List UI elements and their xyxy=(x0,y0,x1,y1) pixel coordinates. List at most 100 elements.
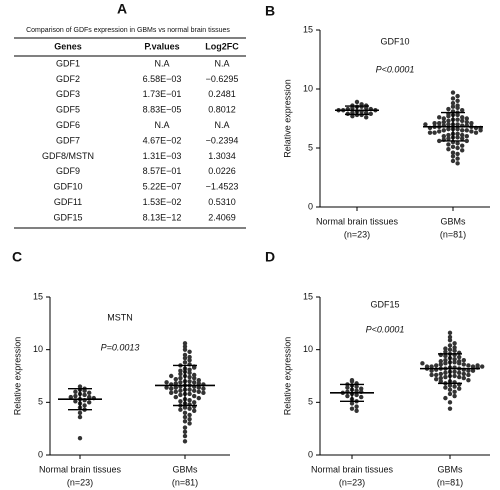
data-point xyxy=(173,394,178,400)
data-point xyxy=(446,126,451,132)
data-point xyxy=(447,343,453,348)
y-tick-label: 0 xyxy=(38,449,43,459)
data-point xyxy=(446,132,451,138)
data-point xyxy=(441,119,446,125)
data-point xyxy=(447,337,453,343)
data-point xyxy=(452,341,457,346)
table-cell: 0.0226 xyxy=(208,166,236,176)
data-point xyxy=(364,115,369,120)
data-point xyxy=(469,129,474,134)
data-point xyxy=(77,414,83,420)
data-point xyxy=(182,425,188,430)
n-label: (n=23) xyxy=(339,477,365,487)
data-point xyxy=(434,372,439,378)
data-point xyxy=(443,370,448,376)
data-point xyxy=(447,383,453,388)
data-point xyxy=(450,100,456,106)
data-point xyxy=(437,115,442,120)
data-point xyxy=(182,347,188,352)
data-point xyxy=(192,372,197,378)
data-point xyxy=(470,364,476,369)
table-cell: GDF1 xyxy=(56,58,80,68)
data-point xyxy=(182,344,188,349)
data-point xyxy=(466,378,471,383)
data-point xyxy=(441,128,446,133)
data-point xyxy=(182,355,188,361)
data-point xyxy=(187,358,192,363)
table-cell: 1.73E−01 xyxy=(143,89,182,99)
data-point xyxy=(169,373,174,379)
table-cell: 1.3034 xyxy=(208,151,236,161)
data-point xyxy=(455,112,460,118)
data-point xyxy=(187,370,192,376)
data-point xyxy=(452,393,457,399)
data-point xyxy=(192,400,197,405)
data-point xyxy=(73,389,78,394)
data-point xyxy=(73,399,78,404)
data-point xyxy=(452,389,457,394)
data-point xyxy=(457,370,462,376)
data-point xyxy=(429,372,434,378)
data-point xyxy=(178,388,183,393)
data-point xyxy=(437,121,442,126)
table-cell: GDF5 xyxy=(56,105,80,115)
y-tick-label: 15 xyxy=(303,291,313,301)
data-point xyxy=(450,154,456,159)
y-axis-label: Relative expression xyxy=(282,79,292,158)
y-tick-label: 10 xyxy=(303,344,313,354)
data-point xyxy=(469,121,474,126)
data-point xyxy=(182,414,188,420)
data-point xyxy=(447,347,453,352)
data-point xyxy=(187,406,192,411)
data-point xyxy=(82,392,87,398)
data-point xyxy=(187,416,192,422)
data-point xyxy=(192,365,197,370)
y-tick-label: 15 xyxy=(33,291,43,301)
y-tick-label: 15 xyxy=(303,24,313,34)
panel-label: C xyxy=(12,249,22,265)
data-point xyxy=(460,128,465,133)
data-point xyxy=(452,348,457,353)
data-point xyxy=(182,410,188,416)
data-point xyxy=(443,374,448,380)
data-point xyxy=(452,373,457,379)
data-point xyxy=(452,360,457,365)
data-point xyxy=(192,393,197,399)
data-point xyxy=(178,368,183,373)
data-point xyxy=(434,376,439,382)
table-header: P.values xyxy=(144,41,179,51)
data-point xyxy=(178,407,183,412)
data-point xyxy=(359,386,364,391)
data-point xyxy=(192,408,197,413)
data-point xyxy=(466,372,471,378)
data-point xyxy=(187,367,192,372)
table-cell: 5.22E−07 xyxy=(143,182,182,192)
data-point xyxy=(443,385,448,390)
n-label: (n=23) xyxy=(67,477,93,487)
data-point xyxy=(196,395,201,401)
data-point xyxy=(455,141,460,146)
data-point xyxy=(187,387,192,392)
data-point xyxy=(452,356,457,362)
y-tick-label: 10 xyxy=(33,344,43,354)
data-point xyxy=(429,364,434,369)
data-point xyxy=(182,439,188,444)
data-point xyxy=(178,371,183,377)
table-cell: 0.8012 xyxy=(208,105,236,115)
data-point xyxy=(447,334,453,340)
data-point xyxy=(169,386,174,391)
data-point xyxy=(187,379,192,384)
y-axis-label: Relative expression xyxy=(282,337,292,416)
data-point xyxy=(77,410,83,416)
data-point xyxy=(196,385,201,390)
y-tick-label: 10 xyxy=(303,83,313,93)
p-value: P=0.0013 xyxy=(101,342,140,352)
p-value: P<0.0001 xyxy=(366,324,405,334)
n-label: (n=81) xyxy=(440,229,466,239)
data-point xyxy=(437,138,442,144)
data-point xyxy=(345,385,350,390)
data-point xyxy=(437,129,442,134)
data-point xyxy=(455,151,460,157)
data-point xyxy=(178,399,183,404)
data-point xyxy=(443,358,448,363)
